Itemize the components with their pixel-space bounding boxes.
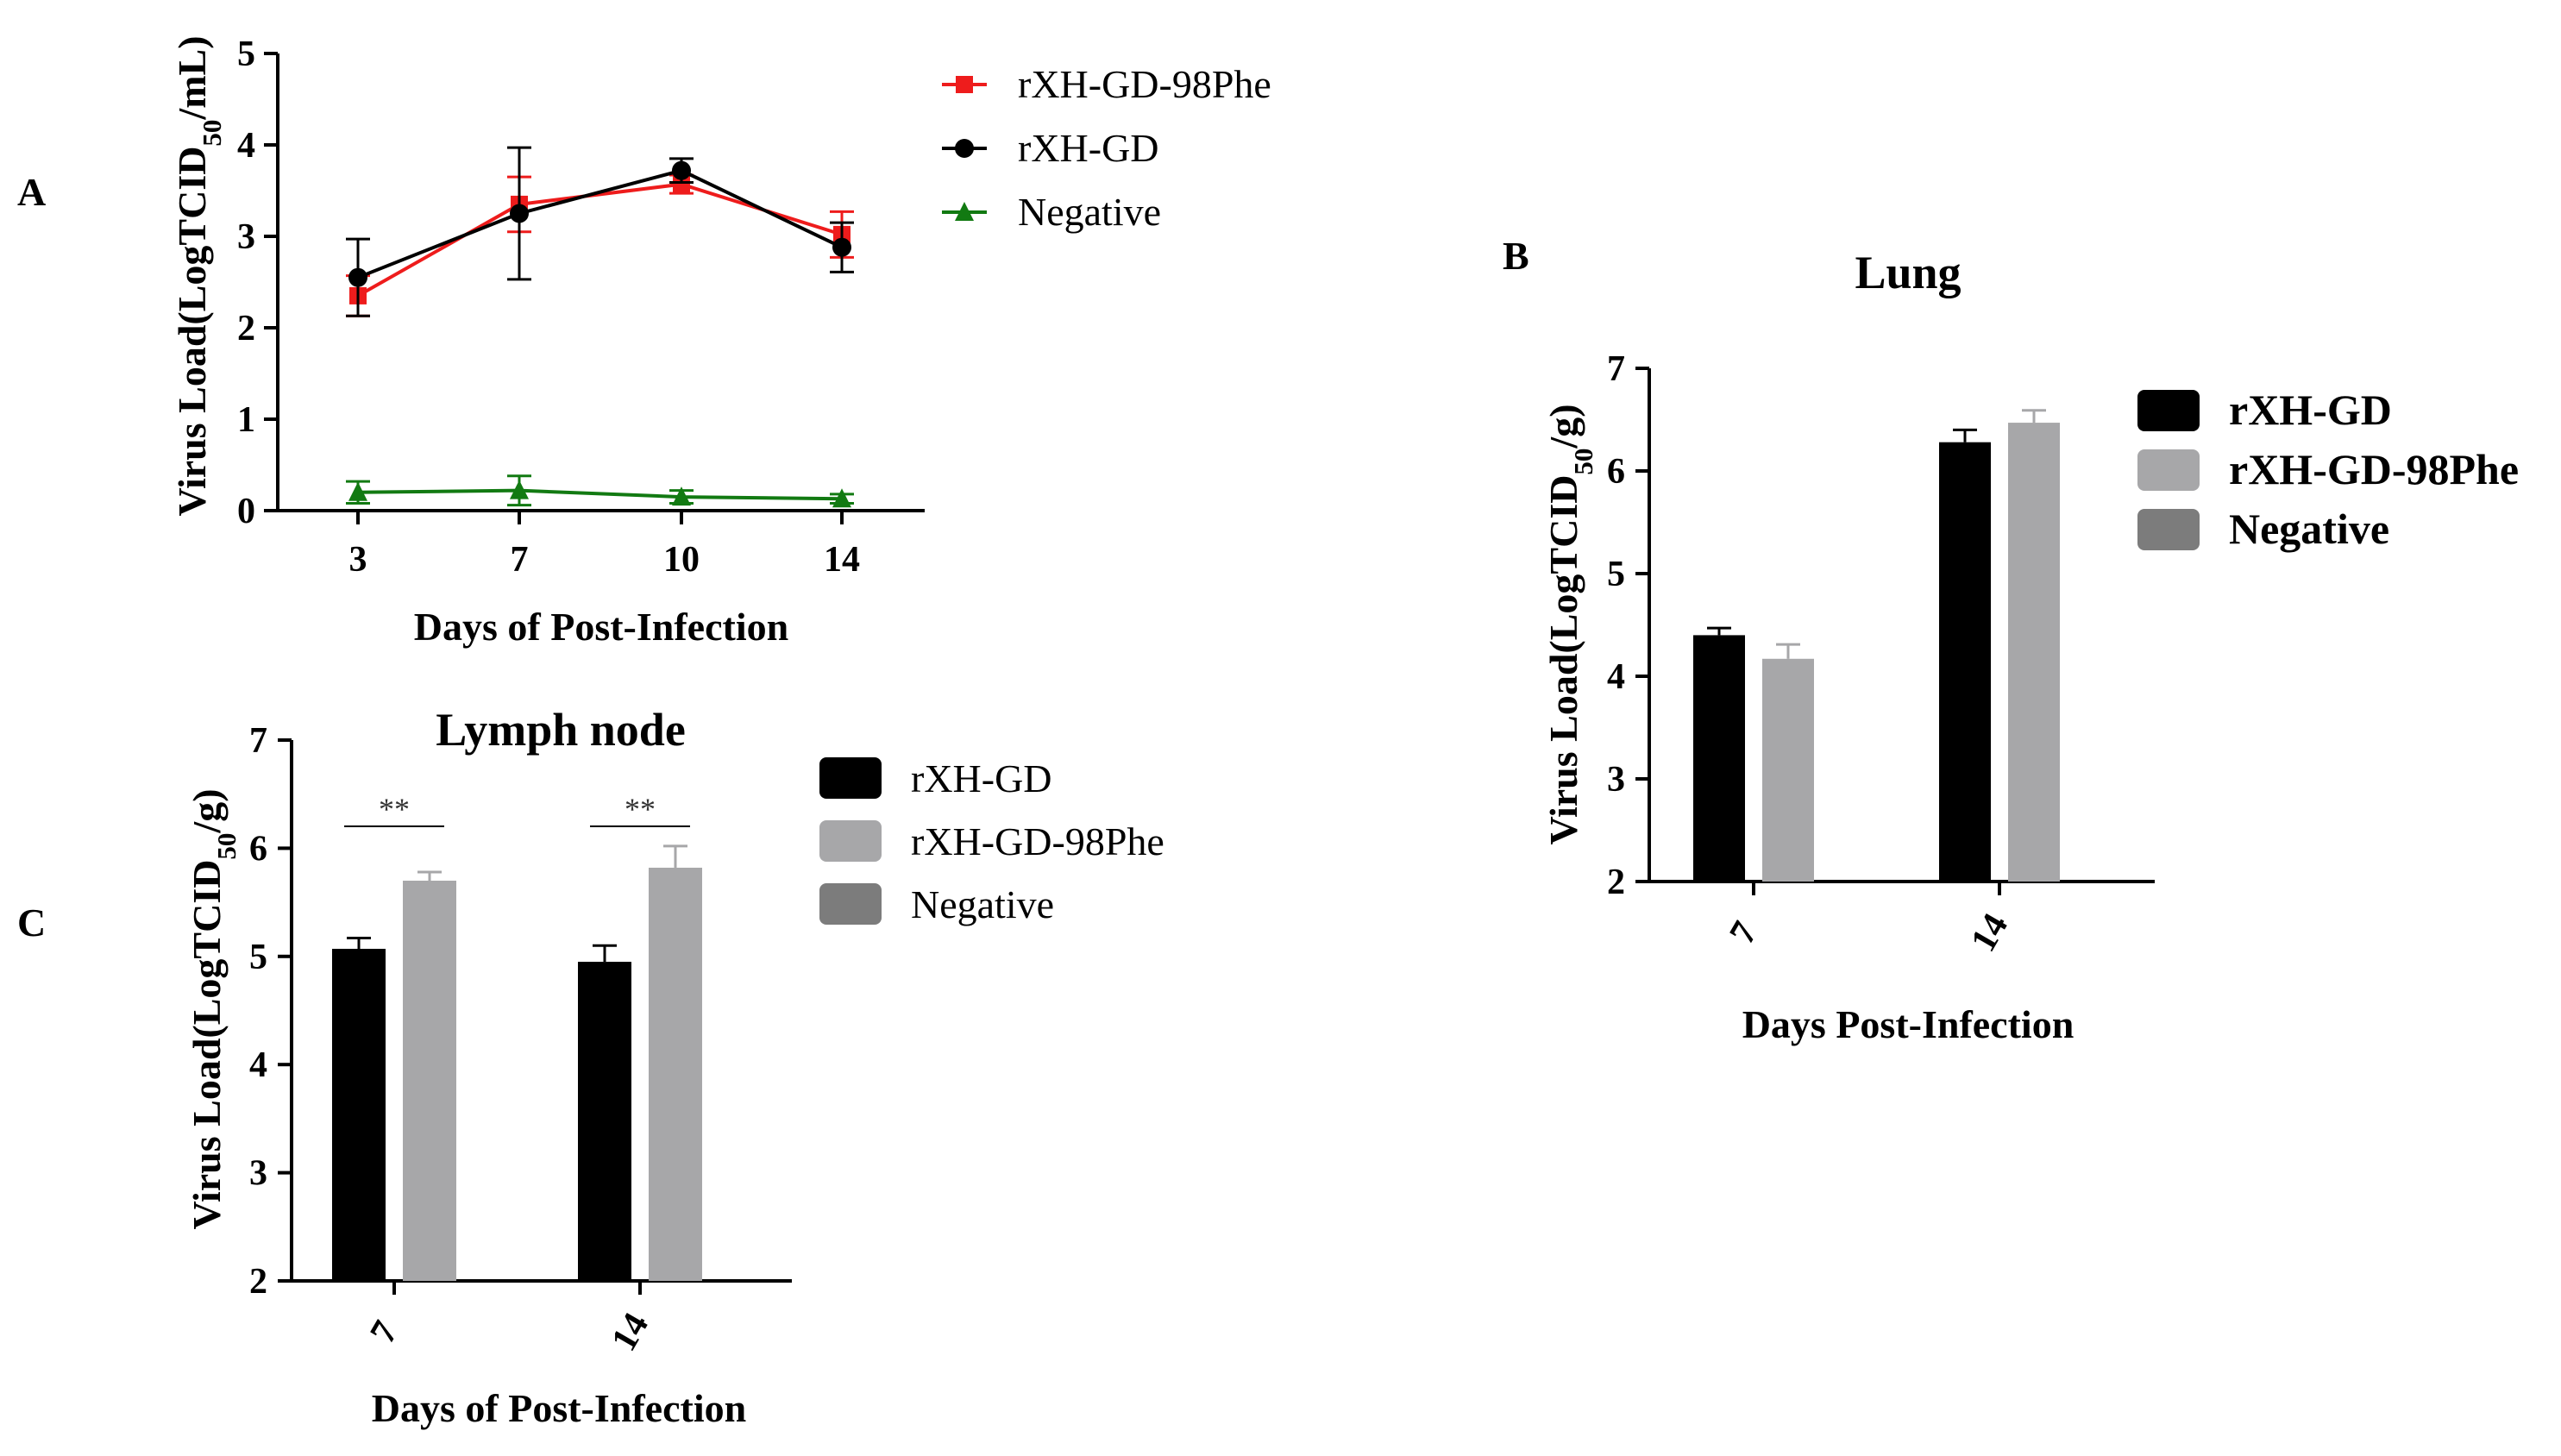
panel-letter-b: B — [1503, 234, 1529, 278]
x-tick-label: 10 — [663, 540, 700, 580]
panel-letter-c: C — [17, 901, 46, 945]
x-tick-label: 14 — [824, 540, 860, 580]
legend-label: rXH-GD — [2229, 386, 2392, 434]
data-point — [348, 481, 367, 501]
bar-rxh-gd-98phe — [2008, 423, 2060, 882]
chart-title: Lung — [1855, 247, 1961, 298]
y-tick-label: 7 — [249, 721, 267, 761]
legend-label: Negative — [2229, 505, 2389, 553]
y-tick-label: 3 — [1607, 760, 1625, 800]
chart-b: 2 3 4 5 6 7 Lung 7 14 Days Post-Infection Virus Lo… — [1541, 247, 2519, 1046]
legend-swatch-rxh-gd — [2137, 390, 2200, 431]
series-line-rxh-gd — [357, 168, 843, 279]
legend-swatch-rxh-gd-98phe — [819, 820, 882, 862]
y-tick-label: 2 — [237, 309, 255, 348]
y-tick-label: 4 — [237, 126, 255, 166]
data-point — [348, 267, 367, 287]
bar-rxh-gd — [578, 962, 631, 1281]
data-point — [832, 488, 851, 508]
x-tick-label: 7 — [363, 1315, 406, 1350]
legend-label: rXH-GD — [1018, 126, 1159, 170]
y-tick-label: 2 — [1607, 863, 1625, 902]
panel-letter-a: A — [17, 170, 46, 214]
bar-group-day-14: 14 — [1939, 409, 2060, 958]
legend-swatch-rxh-gd — [819, 757, 882, 799]
x-axis-title: Days of Post-Infection — [414, 605, 788, 649]
y-tick-label: 4 — [1607, 657, 1625, 697]
series-negative — [346, 474, 854, 508]
legend: rXH-GD rXH-GD-98Phe Negative — [819, 756, 1164, 926]
legend-swatch-negative — [819, 883, 882, 925]
legend: rXH-GD rXH-GD-98Phe Negative — [2137, 386, 2519, 553]
legend-label: rXH-GD-98Phe — [1018, 62, 1271, 106]
bar-rxh-gd — [1939, 442, 1991, 882]
y-tick-label: 6 — [1607, 452, 1625, 492]
x-axis-title: Days of Post-Infection — [372, 1386, 746, 1430]
data-point — [510, 204, 529, 223]
bar-group-day-7: 7 — [1693, 626, 1814, 951]
y-tick-label: 5 — [1607, 555, 1625, 594]
y-tick-label: 3 — [249, 1154, 267, 1194]
legend-swatch-rxh-gd-98phe — [2137, 449, 2200, 491]
y-tick-label: 6 — [249, 829, 267, 869]
x-axis-title: Days Post-Infection — [1742, 1002, 2075, 1046]
series-rxh-gd-98phe — [346, 173, 854, 317]
significance-label: ** — [379, 792, 410, 826]
significance-label: ** — [625, 792, 656, 826]
y-tick-label: 5 — [237, 35, 255, 74]
bar-group-day-14: 14 ** — [578, 792, 702, 1358]
x-tick-label: 14 — [604, 1307, 656, 1358]
chart-title: Lymph node — [436, 704, 686, 756]
y-tick-label: 2 — [249, 1262, 267, 1302]
legend-marker-rxh-gd — [955, 139, 974, 158]
legend-label: Negative — [1018, 190, 1161, 234]
y-tick-label: 3 — [237, 217, 255, 257]
x-tick-label: 7 — [1723, 915, 1766, 951]
data-point — [672, 486, 691, 506]
y-tick-label: 5 — [249, 938, 267, 977]
y-axis-title: Virus Load(LogTCID50/g) — [1541, 404, 1598, 844]
y-tick-label: 4 — [249, 1045, 267, 1085]
data-point — [510, 480, 529, 499]
legend-label: rXH-GD-98Phe — [2229, 445, 2519, 493]
y-tick-label: 0 — [237, 492, 255, 531]
y-tick-label: 7 — [1607, 349, 1625, 389]
bar-group-day-7: 7 ** — [332, 792, 456, 1350]
legend-marker-rxh-gd-98phe — [956, 76, 973, 93]
legend: rXH-GD-98Phe rXH-GD Negative — [942, 62, 1271, 234]
x-tick-label: 7 — [511, 540, 529, 580]
legend-label: rXH-GD — [911, 756, 1052, 800]
bar-rxh-gd — [332, 949, 386, 1281]
series-rxh-gd — [346, 146, 854, 317]
data-point — [672, 160, 691, 180]
data-point — [673, 175, 690, 193]
series-line-negative — [357, 488, 843, 501]
bar-rxh-gd-98phe — [1762, 658, 1814, 882]
legend-label: Negative — [911, 882, 1054, 926]
legend-marker-negative — [955, 202, 974, 221]
y-axis-title: Virus Load(LogTCID50/mL) — [170, 35, 227, 516]
data-point — [832, 237, 851, 257]
chart-c: 2 3 4 5 6 7 Lymph node 7 ** 14 ** Days of Post-Infe… — [185, 704, 1164, 1430]
series-line-rxh-gd-98phe — [357, 182, 843, 298]
y-axis-title: Virus Load(LogTCID50/g) — [185, 788, 242, 1229]
legend-swatch-negative — [2137, 509, 2200, 550]
chart-a: 0 1 2 3 4 5 3 7 10 14 Days of Post-Infection Virus … — [170, 35, 1271, 649]
legend-label: rXH-GD-98Phe — [911, 819, 1164, 863]
y-tick-label: 1 — [237, 400, 255, 440]
bar-rxh-gd-98phe — [649, 867, 702, 1281]
x-tick-label: 3 — [349, 540, 367, 580]
bar-rxh-gd — [1693, 635, 1745, 882]
x-tick-label: 14 — [1963, 907, 2016, 958]
bar-rxh-gd-98phe — [403, 881, 456, 1281]
